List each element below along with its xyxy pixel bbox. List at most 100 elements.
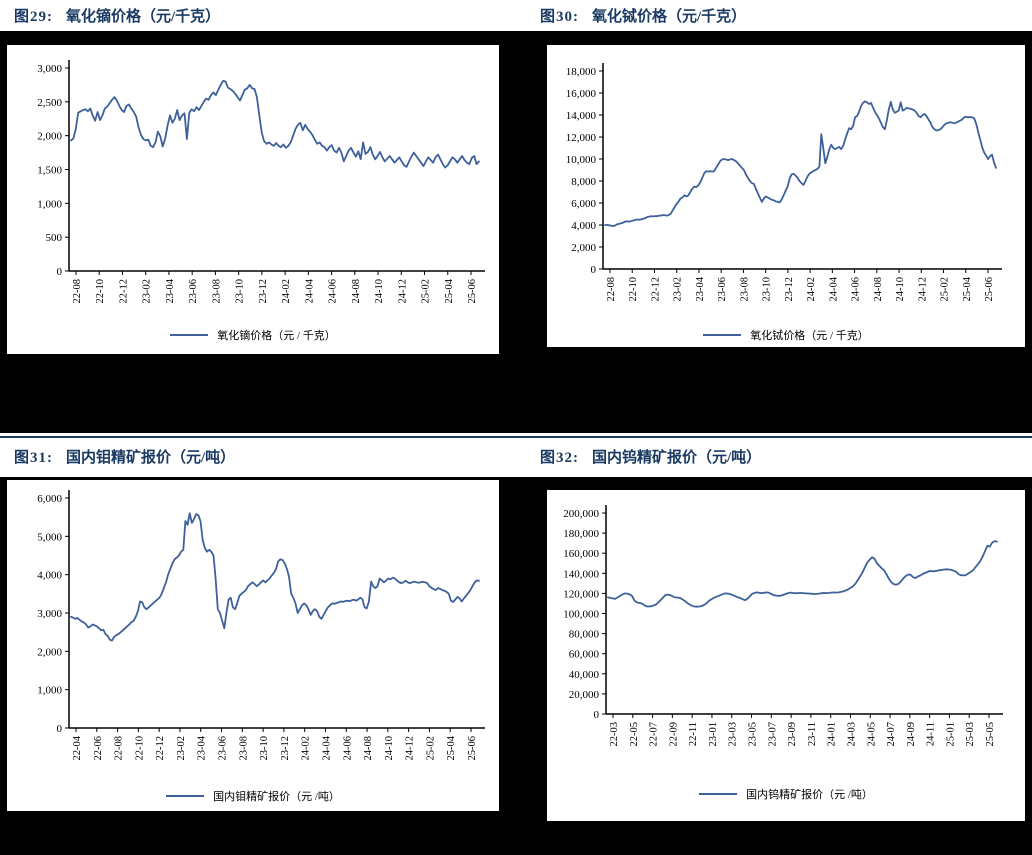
y-axis-label: 2,000 <box>571 242 596 254</box>
x-axis-label: 23-08 <box>211 279 222 304</box>
x-axis-label: 23-06 <box>218 736 229 761</box>
y-axis-label: 16,000 <box>566 88 597 100</box>
x-axis-label: 23-02 <box>176 736 187 761</box>
figure-title-row-top: 图29: 氧化镝价格（元/千克） 图30: 氧化铽价格（元/千克） <box>0 0 1032 31</box>
legend-dysprosium-oxide: 氧化镝价格（元 / 千克） <box>7 328 499 342</box>
x-axis-label: 23-12 <box>280 736 291 761</box>
figure-29-title: 图29: 氧化镝价格（元/千克） <box>14 5 220 26</box>
y-axis-label: 4,000 <box>571 220 596 232</box>
x-axis-label: 25-04 <box>446 735 457 760</box>
figure-31-number: 图31: <box>14 450 53 466</box>
x-axis-label: 24-03 <box>846 722 857 747</box>
x-axis-label: 25-06 <box>467 279 478 304</box>
x-axis-label: 24-12 <box>397 279 408 304</box>
y-axis-label: 100,000 <box>563 609 599 621</box>
x-axis-label: 24-12 <box>917 277 928 302</box>
y-axis-label: 2,500 <box>37 97 62 109</box>
x-axis-label: 23-03 <box>728 722 739 747</box>
terbium-oxide-line-chart: 0 2,000 4,000 6,000 8,000 10,000 12,000 14,000 1… <box>566 63 1002 302</box>
x-axis-label: 24-04 <box>321 735 332 760</box>
x-axis-label: 23-05 <box>748 722 759 747</box>
x-axis-label: 24-08 <box>873 277 884 302</box>
y-axis-label: 3,000 <box>37 608 62 620</box>
y-axis-label: 8,000 <box>571 176 596 188</box>
x-axis-label: 25-04 <box>962 276 973 301</box>
x-axis-label: 24-09 <box>906 722 917 747</box>
figure-30-title: 图30: 氧化铽价格（元/千克） <box>540 5 746 26</box>
chart-panel-dysprosium-oxide-price: 0 500 1,000 1,500 2,000 2,500 3,000 22-08 22-10 2… <box>6 44 500 355</box>
y-axis-label: 2,000 <box>37 131 62 143</box>
y-axis-label: 2,000 <box>37 646 62 658</box>
x-axis-label: 24-06 <box>328 279 339 304</box>
x-axis-label: 24-02 <box>281 279 292 304</box>
legend-line-sample <box>170 334 209 336</box>
x-axis-label: 22-12 <box>118 279 129 304</box>
x-axis-label: 24-01 <box>827 722 838 747</box>
x-axis-label: 25-02 <box>421 279 432 304</box>
x-axis-label: 24-02 <box>301 736 312 761</box>
figure-31-caption: 国内钼精矿报价（元/吨） <box>66 450 236 466</box>
x-axis-label: 24-10 <box>895 277 906 302</box>
x-axis-label: 22-06 <box>93 736 104 761</box>
chart-panel-molybdenum-concentrate-price: 0 1,000 2,000 3,000 4,000 5,000 6,000 22-04 22-0… <box>6 479 500 812</box>
x-axis-label: 22-08 <box>606 277 617 302</box>
y-axis-label: 3,000 <box>37 63 62 75</box>
x-axis-label: 22-10 <box>628 277 639 302</box>
x-axis-label: 25-04 <box>444 278 455 303</box>
figure-32-number: 图32: <box>540 450 579 466</box>
x-axis-label: 23-09 <box>787 722 798 747</box>
y-axis-label: 160,000 <box>563 548 599 560</box>
y-axis-label: 180,000 <box>563 528 599 540</box>
x-axis-label: 23-10 <box>259 736 270 761</box>
y-axis-label: 0 <box>57 723 63 735</box>
price-series-line <box>70 80 480 169</box>
x-axis-label: 25-06 <box>984 277 995 302</box>
legend-label: 国内钨精矿报价（元 /吨） <box>746 789 873 801</box>
x-axis-label: 23-02 <box>142 279 153 304</box>
x-axis-label: 24-10 <box>384 736 395 761</box>
x-axis-label: 24-12 <box>405 736 416 761</box>
figure-30-number: 图30: <box>540 9 579 25</box>
legend-terbium-oxide: 氧化铽价格（元 / 千克） <box>547 328 1025 342</box>
y-axis-label: 200,000 <box>563 508 599 520</box>
y-axis-label: 40,000 <box>569 669 600 681</box>
chart-panel-terbium-oxide-price: 0 2,000 4,000 6,000 8,000 10,000 12,000 14,000 1… <box>546 44 1026 348</box>
x-axis-label: 22-07 <box>649 722 660 747</box>
figure-title-row-bottom: 图31: 国内钼精矿报价（元/吨） 图32: 国内钨精矿报价（元/吨） <box>0 433 1032 477</box>
y-axis-label: 80,000 <box>569 629 600 641</box>
y-axis-label: 12,000 <box>566 132 597 144</box>
figure-29-caption: 氧化镝价格（元/千克） <box>66 9 221 25</box>
figure-31-title: 图31: 国内钼精矿报价（元/吨） <box>14 446 235 467</box>
legend-molybdenum-concentrate: 国内钼精矿报价（元 /吨） <box>7 789 499 803</box>
x-axis-label: 24-08 <box>363 736 374 761</box>
figure-32-title: 图32: 国内钨精矿报价（元/吨） <box>540 446 761 467</box>
y-axis-label: 500 <box>46 232 63 244</box>
x-axis-label: 22-05 <box>629 722 640 747</box>
x-axis-label: 23-02 <box>673 277 684 302</box>
y-axis-label: 0 <box>594 709 600 721</box>
y-axis-label: 4,000 <box>37 570 62 582</box>
legend-line-sample <box>699 793 738 795</box>
y-axis-label: 140,000 <box>563 568 599 580</box>
section-divider-line <box>0 436 1032 438</box>
x-axis-label: 22-09 <box>668 722 679 747</box>
x-axis-label: 23-04 <box>197 735 208 760</box>
x-axis-label: 25-01 <box>945 722 956 747</box>
x-axis-label: 24-07 <box>886 722 897 747</box>
x-axis-label: 23-04 <box>695 276 706 301</box>
x-axis-label: 23-06 <box>717 277 728 302</box>
y-axis-label: 18,000 <box>566 66 597 78</box>
x-axis-label: 22-11 <box>688 722 699 746</box>
chart-panel-tungsten-concentrate-price: 0 20,000 40,000 60,000 80,000 100,000 120,000 1… <box>546 489 1026 822</box>
dysprosium-oxide-line-chart: 0 500 1,000 1,500 2,000 2,500 3,000 22-08 22-10 2… <box>37 60 485 304</box>
y-axis-label: 0 <box>591 264 597 276</box>
x-axis-label: 23-10 <box>235 279 246 304</box>
x-axis-label: 23-12 <box>784 277 795 302</box>
x-axis-label: 24-06 <box>851 277 862 302</box>
x-axis-label: 25-02 <box>425 736 436 761</box>
x-axis-label: 23-06 <box>188 279 199 304</box>
x-axis-label: 22-03 <box>609 722 620 747</box>
tungsten-concentrate-line-chart: 0 20,000 40,000 60,000 80,000 100,000 120,000 1… <box>563 505 1003 747</box>
molybdenum-concentrate-line-chart: 0 1,000 2,000 3,000 4,000 5,000 6,000 22-04 22-0… <box>37 490 485 761</box>
x-axis-label: 25-03 <box>965 722 976 747</box>
